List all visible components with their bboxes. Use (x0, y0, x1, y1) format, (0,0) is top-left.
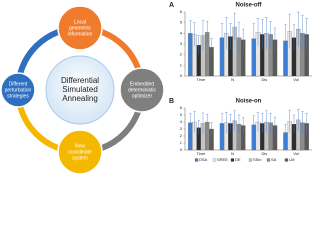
legend-swatch (194, 158, 199, 162)
chart-title: Noise-off (236, 3, 263, 9)
node-label: Embedded (130, 81, 154, 87)
panel-label: B (169, 98, 174, 105)
y-tick-label: 0 (180, 73, 183, 78)
y-tick-label: 4 (180, 30, 183, 35)
x-tick-label: Time (197, 151, 207, 156)
legend-label: DSA (199, 157, 208, 162)
node-circle (0, 72, 36, 108)
center-label-line: Differential (61, 76, 99, 85)
legend-swatch (284, 158, 289, 162)
y-tick-label: 3 (180, 41, 183, 46)
node-label: geometric (69, 25, 91, 31)
node-circle (119, 67, 165, 113)
node-label: optimizer (132, 93, 153, 99)
node-label: New (75, 143, 85, 149)
legend-swatch (266, 158, 271, 162)
y-tick-label: 5 (180, 112, 183, 117)
x-tick-label: Vol (293, 151, 299, 156)
chart-title: Noise-on (236, 99, 262, 105)
x-tick-label: Time (197, 77, 207, 82)
page: Differential Simulated Annealing Local geom… (0, 1, 312, 175)
node-label: perturbation (5, 87, 32, 93)
y-tick-label: 6 (180, 105, 183, 110)
y-tick-label: 0 (180, 147, 183, 152)
y-tick-label: 3 (180, 126, 183, 131)
center-label-line: Annealing (62, 94, 98, 103)
node-label: coordinate (68, 149, 92, 155)
legend-swatch (212, 158, 217, 162)
chart: B Noise-on 0 1 2 3 4 5 6 Time N Dis Vol DSA SREE DE SSin… (169, 98, 312, 162)
chart: A Noise-off 0 1 2 3 4 5 6 Time N Dis Vol (169, 2, 312, 82)
node-label: information (68, 31, 93, 37)
y-tick-label: 5 (180, 20, 183, 25)
node-circle (57, 129, 103, 175)
y-tick-label: 2 (180, 133, 183, 138)
node-label: deterministic (128, 87, 157, 93)
y-tick-label: 2 (180, 52, 183, 57)
y-tick-label: 4 (180, 119, 183, 124)
x-tick-label: Dis (261, 77, 267, 82)
y-tick-label: 1 (180, 140, 183, 145)
x-tick-label: Vol (293, 77, 299, 82)
node-label: strategies (7, 93, 29, 99)
legend-swatch (248, 158, 253, 162)
center-label-line: Simulated (62, 85, 98, 94)
panel-label: A (169, 2, 174, 9)
node-circle (57, 5, 103, 51)
x-tick-label: N (231, 77, 234, 82)
legend-label: SREE (217, 157, 228, 162)
node-label: system (72, 155, 88, 161)
legend-label: LM (289, 157, 295, 162)
x-tick-label: Dis (261, 151, 267, 156)
legend-label: SA (271, 157, 277, 162)
center-circle (45, 55, 115, 125)
y-tick-label: 6 (180, 9, 183, 14)
node-label: Different (9, 81, 28, 87)
legend-swatch (230, 158, 235, 162)
node-label: Local (74, 19, 86, 25)
legend-label: DE (235, 157, 241, 162)
legend-label: SSin (253, 157, 261, 162)
y-tick-label: 1 (180, 62, 183, 67)
x-tick-label: N (231, 151, 234, 156)
